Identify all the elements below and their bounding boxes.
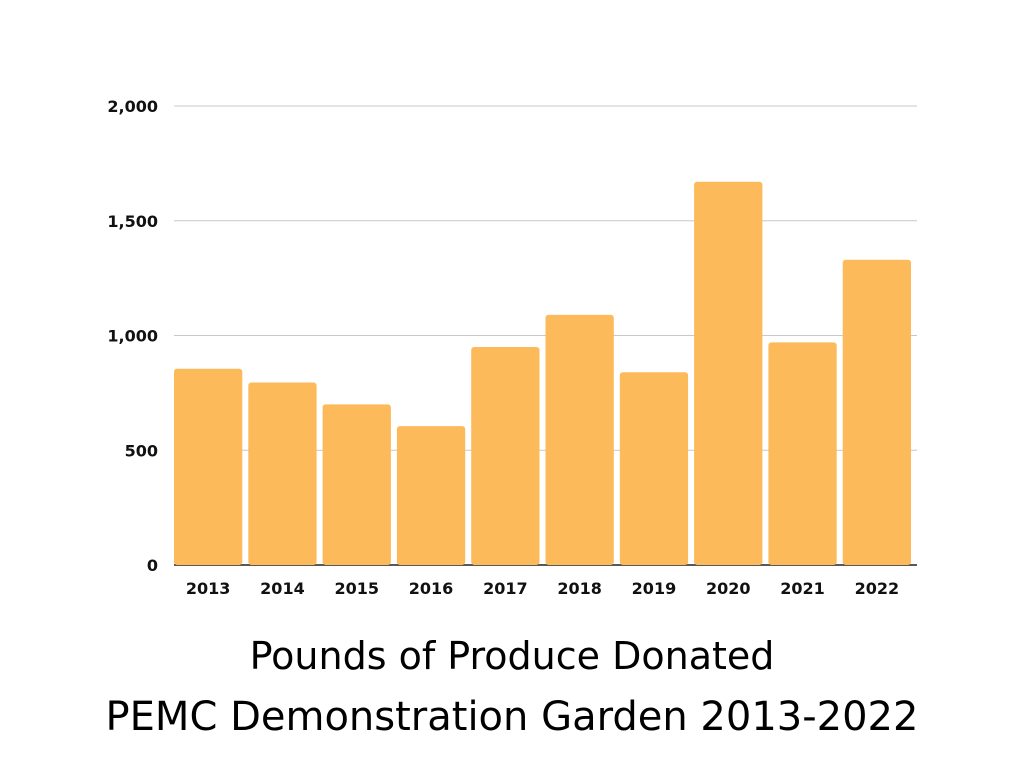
x-tick-label: 2013 (186, 579, 231, 598)
x-tick-label: 2014 (260, 579, 305, 598)
x-tick-label: 2021 (780, 579, 825, 598)
x-tick-label: 2019 (632, 579, 677, 598)
x-tick-label: 2016 (409, 579, 454, 598)
bar-2016 (396, 426, 466, 565)
bar-2021 (768, 342, 837, 565)
x-axis: 2013 2014 2015 2016 2017 2018 2019 2020 2021 2022 (186, 579, 899, 598)
y-tick-label: 2,000 (107, 97, 158, 116)
x-tick-label: 2018 (557, 579, 602, 598)
chart-title: Pounds of Produce Donated (249, 634, 775, 678)
y-tick-label: 1,500 (107, 212, 158, 231)
y-tick-label: 500 (125, 441, 158, 460)
x-tick-label: 2022 (855, 579, 900, 598)
bar-chart: 0 500 1,000 1,500 2,000 2013 2014 2015 2016 2017… (107, 97, 917, 598)
bar-2019 (619, 372, 689, 565)
chart-subtitle: PEMC Demonstration Garden 2013-2022 (105, 694, 919, 740)
x-tick-label: 2015 (334, 579, 379, 598)
bar-layer (174, 181, 911, 566)
bar-2018 (545, 314, 614, 565)
x-tick-label: 2020 (706, 579, 751, 598)
y-tick-label: 0 (147, 556, 158, 575)
bar-2017 (471, 346, 540, 565)
bar-2013 (174, 368, 243, 565)
y-tick-label: 1,000 (107, 327, 158, 346)
x-tick-label: 2017 (483, 579, 528, 598)
bar-2020 (694, 181, 763, 566)
bar-2015 (322, 404, 391, 565)
bar-2014 (248, 382, 317, 565)
bar-2022 (842, 259, 911, 565)
y-axis: 0 500 1,000 1,500 2,000 (107, 97, 158, 575)
